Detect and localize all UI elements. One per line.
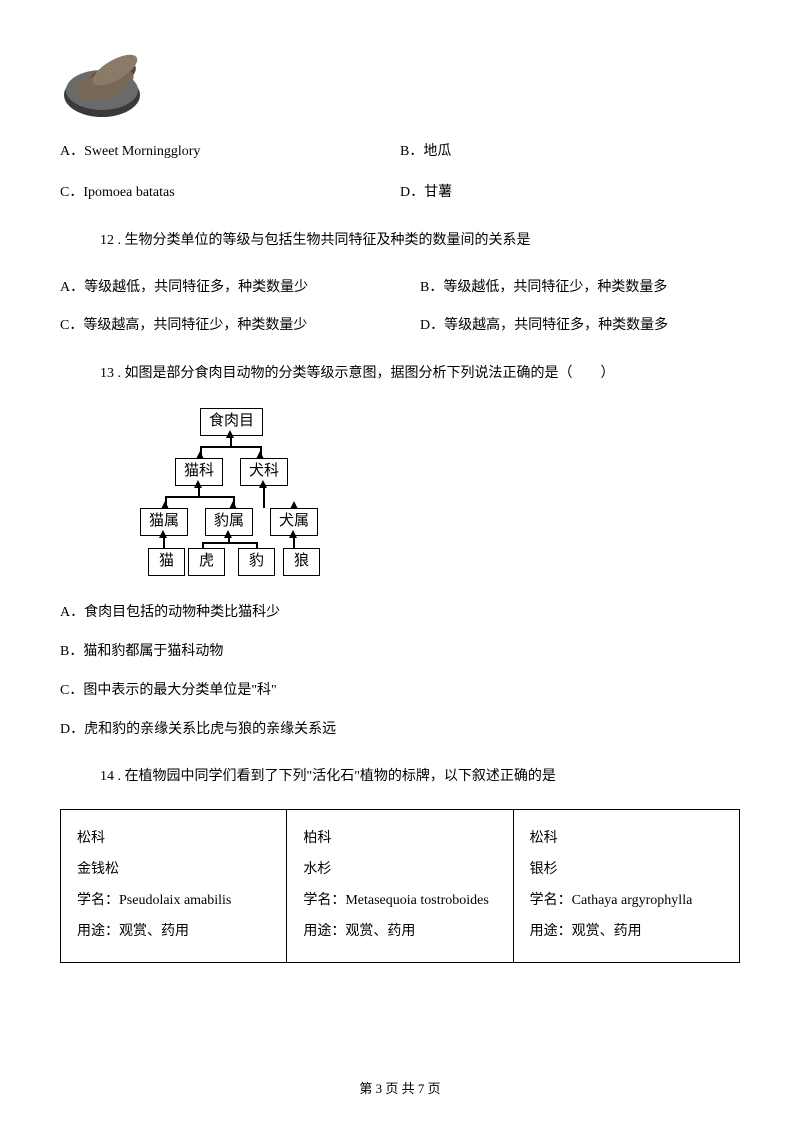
cell0-scilabel: 学名： — [77, 893, 119, 908]
cell2-sciname: Cathaya argyrophylla — [572, 893, 693, 908]
q13-optA: A．食肉目包括的动物种类比猫科少 — [60, 598, 740, 629]
q11-optB-text: 地瓜 — [423, 144, 451, 159]
q12-optC: C．等级越高，共同特征少，种类数量少 — [60, 311, 420, 342]
q11-optD-text: 甘薯 — [424, 185, 452, 200]
classification-diagram: 食肉目 猫科 犬科 猫属 豹属 犬属 猫 虎 豹 狼 — [120, 408, 370, 578]
q11-optA-prefix: A． — [60, 144, 84, 159]
table-cell-2: 松科 银杉 学名：Cathaya argyrophylla 用途：观赏、药用 — [513, 810, 739, 962]
node-species-leopard: 豹 — [238, 548, 275, 576]
table-cell-1: 柏科 水杉 学名：Metasequoia tostroboides 用途：观赏、… — [287, 810, 513, 962]
cell2-scilabel: 学名： — [530, 893, 572, 908]
q13-optD: D．虎和豹的亲缘关系比虎与狼的亲缘关系远 — [60, 715, 740, 746]
q11-optC-text: Ipomoea batatas — [83, 185, 174, 200]
node-species-cat: 猫 — [148, 548, 185, 576]
q11-row-ab: A．Sweet Morningglory B．地瓜 — [60, 137, 740, 168]
q11-optA-text: Sweet Morningglory — [84, 144, 200, 159]
node-species-wolf: 狼 — [283, 548, 320, 576]
page-footer: 第 3 页 共 7 页 — [0, 1078, 800, 1097]
q13-optB: B．猫和豹都属于猫科动物 — [60, 637, 740, 668]
q12-row-cd: C．等级越高，共同特征少，种类数量少 D．等级越高，共同特征多，种类数量多 — [60, 311, 740, 342]
cell1-cnname: 水杉 — [303, 855, 496, 886]
cell0-family: 松科 — [77, 824, 270, 855]
sweet-potato-image — [60, 40, 155, 120]
cell2-use: 用途：观赏、药用 — [530, 917, 723, 948]
cell1-use: 用途：观赏、药用 — [303, 917, 496, 948]
q11-optB-prefix: B． — [400, 144, 423, 159]
cell0-use: 用途：观赏、药用 — [77, 917, 270, 948]
cell1-family: 柏科 — [303, 824, 496, 855]
cell2-cnname: 银杉 — [530, 855, 723, 886]
q13-number: 13 . — [100, 366, 121, 381]
q13-question: 13 . 如图是部分食肉目动物的分类等级示意图，据图分析下列说法正确的是（ ） — [100, 360, 740, 388]
q12-text: 生物分类单位的等级与包括生物共同特征及种类的数量间的关系是 — [125, 233, 531, 248]
q12-question: 12 . 生物分类单位的等级与包括生物共同特征及种类的数量间的关系是 — [100, 227, 740, 255]
q14-text: 在植物园中同学们看到了下列"活化石"植物的标牌，以下叙述正确的是 — [125, 769, 556, 784]
plant-table: 松科 金钱松 学名：Pseudolaix amabilis 用途：观赏、药用 柏… — [60, 809, 740, 962]
cell1-sciname: Metasequoia tostroboides — [345, 893, 488, 908]
cell2-family: 松科 — [530, 824, 723, 855]
q11-row-cd: C．Ipomoea batatas D．甘薯 — [60, 178, 740, 209]
table-cell-0: 松科 金钱松 学名：Pseudolaix amabilis 用途：观赏、药用 — [61, 810, 287, 962]
q13-optC: C．图中表示的最大分类单位是"科" — [60, 676, 740, 707]
q13-text: 如图是部分食肉目动物的分类等级示意图，据图分析下列说法正确的是（ ） — [125, 366, 615, 381]
q12-row-ab: A．等级越低，共同特征多，种类数量少 B．等级越低，共同特征少，种类数量多 — [60, 273, 740, 304]
q12-optA: A．等级越低，共同特征多，种类数量少 — [60, 273, 420, 304]
cell0-sciname: Pseudolaix amabilis — [119, 893, 231, 908]
cell0-cnname: 金钱松 — [77, 855, 270, 886]
q11-optD-prefix: D． — [400, 185, 424, 200]
q14-number: 14 . — [100, 769, 121, 784]
q14-question: 14 . 在植物园中同学们看到了下列"活化石"植物的标牌，以下叙述正确的是 — [100, 763, 740, 791]
q12-optB: B．等级越低，共同特征少，种类数量多 — [420, 273, 740, 304]
q11-optC-prefix: C． — [60, 185, 83, 200]
cell1-scilabel: 学名： — [303, 893, 345, 908]
q12-number: 12 . — [100, 233, 121, 248]
q12-optD: D．等级越高，共同特征多，种类数量多 — [420, 311, 740, 342]
node-species-tiger: 虎 — [188, 548, 225, 576]
